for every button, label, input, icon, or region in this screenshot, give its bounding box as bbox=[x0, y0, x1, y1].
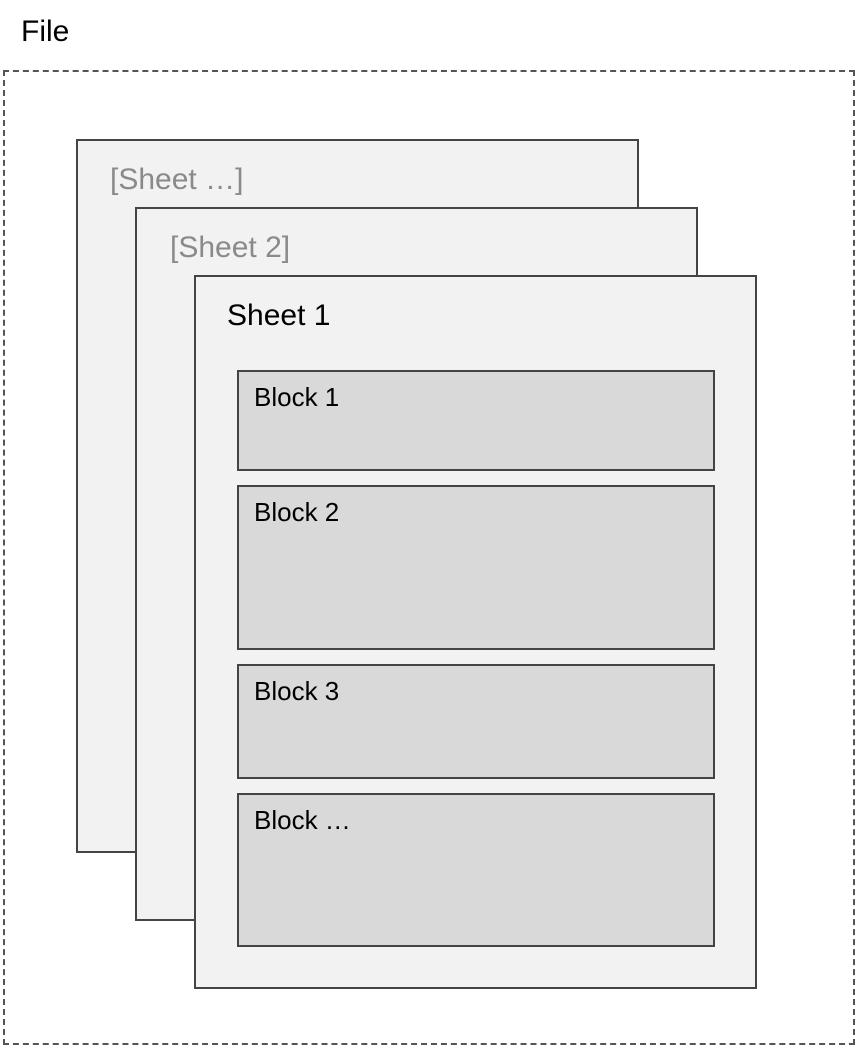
block-2-label: Block 2 bbox=[254, 497, 340, 527]
sheet-1-label: Sheet 1 bbox=[227, 299, 331, 332]
block-1: Block 1 bbox=[237, 370, 715, 471]
block-more: Block … bbox=[237, 793, 715, 947]
file-container bbox=[3, 70, 855, 1045]
block-3-label: Block 3 bbox=[254, 676, 340, 706]
block-2: Block 2 bbox=[237, 485, 715, 650]
block-3: Block 3 bbox=[237, 664, 715, 779]
file-label: File bbox=[21, 15, 70, 48]
sheet-2-label: [Sheet 2] bbox=[170, 231, 291, 264]
block-more-label: Block … bbox=[254, 805, 351, 835]
block-1-label: Block 1 bbox=[254, 382, 340, 412]
sheet-more-label: [Sheet …] bbox=[110, 163, 244, 196]
